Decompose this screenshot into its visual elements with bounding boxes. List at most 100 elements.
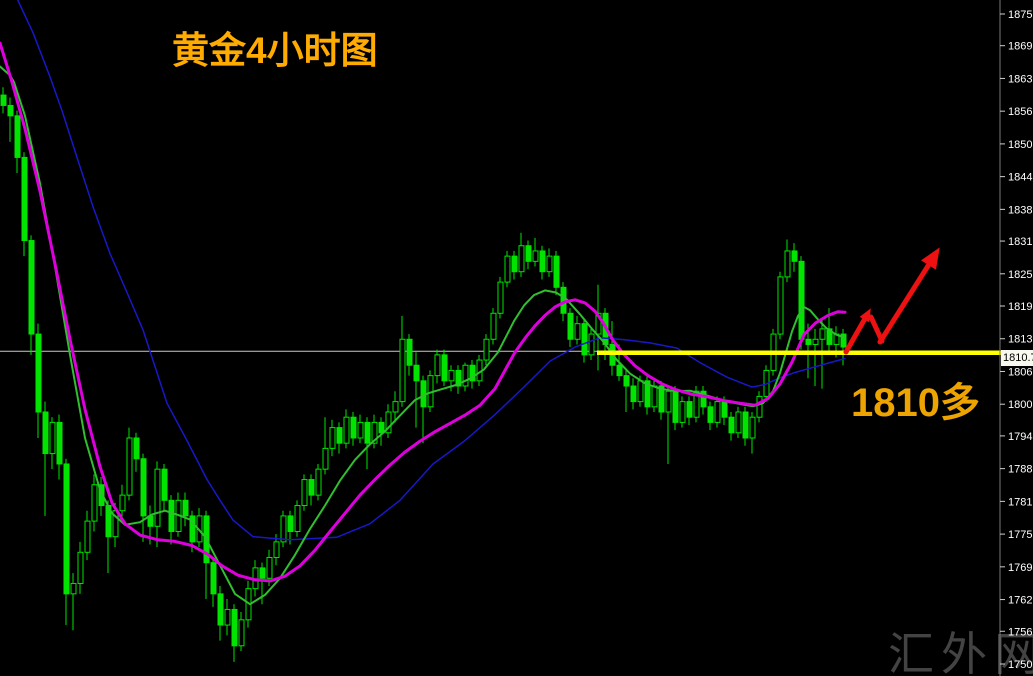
candle-body	[294, 505, 301, 533]
candle-body	[798, 260, 805, 340]
candles	[0, 87, 847, 662]
candle-body	[287, 515, 294, 533]
candle-body	[301, 479, 308, 507]
candle-body	[693, 390, 700, 418]
candle-body	[651, 385, 658, 408]
candle-body	[322, 447, 329, 470]
price-axis[interactable]: 1875.6 1869.5 1863.2 1856.9 1850.6 1844.3 1838…	[999, 0, 1033, 676]
candle-body	[399, 338, 406, 403]
candle-body	[504, 255, 511, 283]
axis-label: 1863.2	[1008, 73, 1033, 85]
candle-body	[77, 551, 84, 584]
axis-label: 1869.5	[1008, 41, 1033, 53]
candle-body	[595, 312, 602, 335]
axis-label: 1781.8	[1008, 496, 1033, 508]
candle-body	[413, 364, 420, 382]
candle-body	[357, 421, 364, 439]
candle-body	[518, 245, 525, 273]
candle-body	[525, 245, 532, 262]
candle-body	[826, 328, 833, 345]
candle-body	[707, 406, 714, 423]
candle-body	[714, 401, 721, 423]
candle-body	[189, 515, 196, 543]
candle-body	[791, 250, 798, 262]
candle-body	[567, 312, 574, 340]
candle-body	[273, 541, 280, 558]
candle-body	[133, 437, 140, 460]
candle-body	[434, 354, 441, 377]
candle-body	[497, 281, 504, 314]
candle-body	[126, 437, 133, 496]
current-price-tag: 1810.7	[1001, 350, 1033, 366]
candle-body	[546, 255, 553, 273]
candle-body	[406, 338, 413, 366]
candle-body	[21, 156, 28, 242]
candle-body	[840, 333, 847, 348]
candle-body	[672, 390, 679, 423]
candle-body	[686, 401, 693, 418]
axis-label: 1831.9	[1008, 236, 1033, 248]
candle-body	[7, 104, 14, 117]
candle-body	[721, 401, 728, 418]
ma-mid-magenta	[0, 41, 847, 583]
axis-label: 1800.5	[1008, 399, 1033, 411]
candle-body	[231, 608, 238, 647]
arrow-segment	[877, 255, 936, 345]
candle-body	[441, 354, 448, 382]
candle-body	[350, 416, 357, 439]
candle-body	[161, 468, 168, 501]
candle-body	[637, 380, 644, 403]
forecast-arrow[interactable]	[843, 247, 940, 355]
candle-body	[238, 619, 245, 647]
candle-body	[329, 427, 336, 449]
candle-body	[70, 582, 77, 595]
axis-label: 1806.8	[1008, 366, 1033, 378]
candle-body	[665, 390, 672, 413]
candle-body	[371, 421, 378, 444]
axis-label: 1756.8	[1008, 626, 1033, 638]
axis-label: 1838.0	[1008, 204, 1033, 216]
axis-label: 1794.4	[1008, 431, 1033, 443]
axis-label: 1769.2	[1008, 562, 1033, 574]
candle-body	[259, 567, 266, 579]
candle-body	[511, 255, 518, 273]
candle-body	[735, 411, 742, 434]
candle-body	[581, 323, 588, 356]
candle-body	[168, 499, 175, 533]
candle-body	[308, 479, 315, 496]
candle-body	[777, 276, 784, 335]
candle-body	[315, 468, 322, 496]
candle-body	[630, 385, 637, 403]
candle-body	[49, 421, 56, 455]
candle-body	[56, 421, 63, 465]
candle-body	[14, 115, 21, 158]
axis-label: 1856.9	[1008, 106, 1033, 118]
axis-label: 1850.6	[1008, 139, 1033, 151]
axis-label: 1775.5	[1008, 529, 1033, 541]
candle-body	[539, 250, 546, 273]
candle-body	[343, 416, 350, 444]
candle-body	[742, 411, 749, 439]
candle-body	[574, 323, 581, 340]
candle-body	[679, 401, 686, 423]
candle-body	[588, 333, 595, 356]
candle-body	[553, 255, 560, 288]
candle-body	[336, 427, 343, 444]
long-annotation: 1810多	[851, 381, 980, 425]
candle-body	[469, 364, 476, 382]
candle-body	[483, 338, 490, 361]
candle-body	[84, 520, 91, 553]
candle-body	[784, 250, 791, 278]
candle-body	[623, 375, 630, 387]
chart-title: 黄金4小时图	[172, 30, 378, 71]
candle-body	[448, 369, 455, 382]
candle-body	[392, 401, 399, 413]
candle-body	[700, 390, 707, 408]
candle-body	[385, 411, 392, 434]
arrow-segment	[843, 312, 870, 355]
candle-body	[182, 499, 189, 517]
candle-body	[154, 468, 161, 527]
arrow-segment	[868, 314, 885, 344]
